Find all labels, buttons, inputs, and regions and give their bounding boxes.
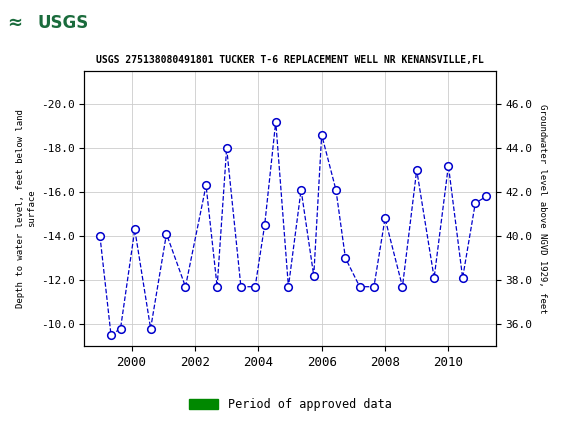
FancyBboxPatch shape [3, 3, 99, 42]
Text: USGS 275138080491801 TUCKER T-6 REPLACEMENT WELL NR KENANSVILLE,FL: USGS 275138080491801 TUCKER T-6 REPLACEM… [96, 55, 484, 65]
Text: USGS: USGS [38, 14, 89, 31]
Text: ≈: ≈ [8, 14, 23, 31]
Y-axis label: Depth to water level, feet below land
surface: Depth to water level, feet below land su… [16, 109, 37, 308]
Legend: Period of approved data: Period of approved data [184, 393, 396, 415]
Y-axis label: Groundwater level above NGVD 1929, feet: Groundwater level above NGVD 1929, feet [538, 104, 547, 313]
